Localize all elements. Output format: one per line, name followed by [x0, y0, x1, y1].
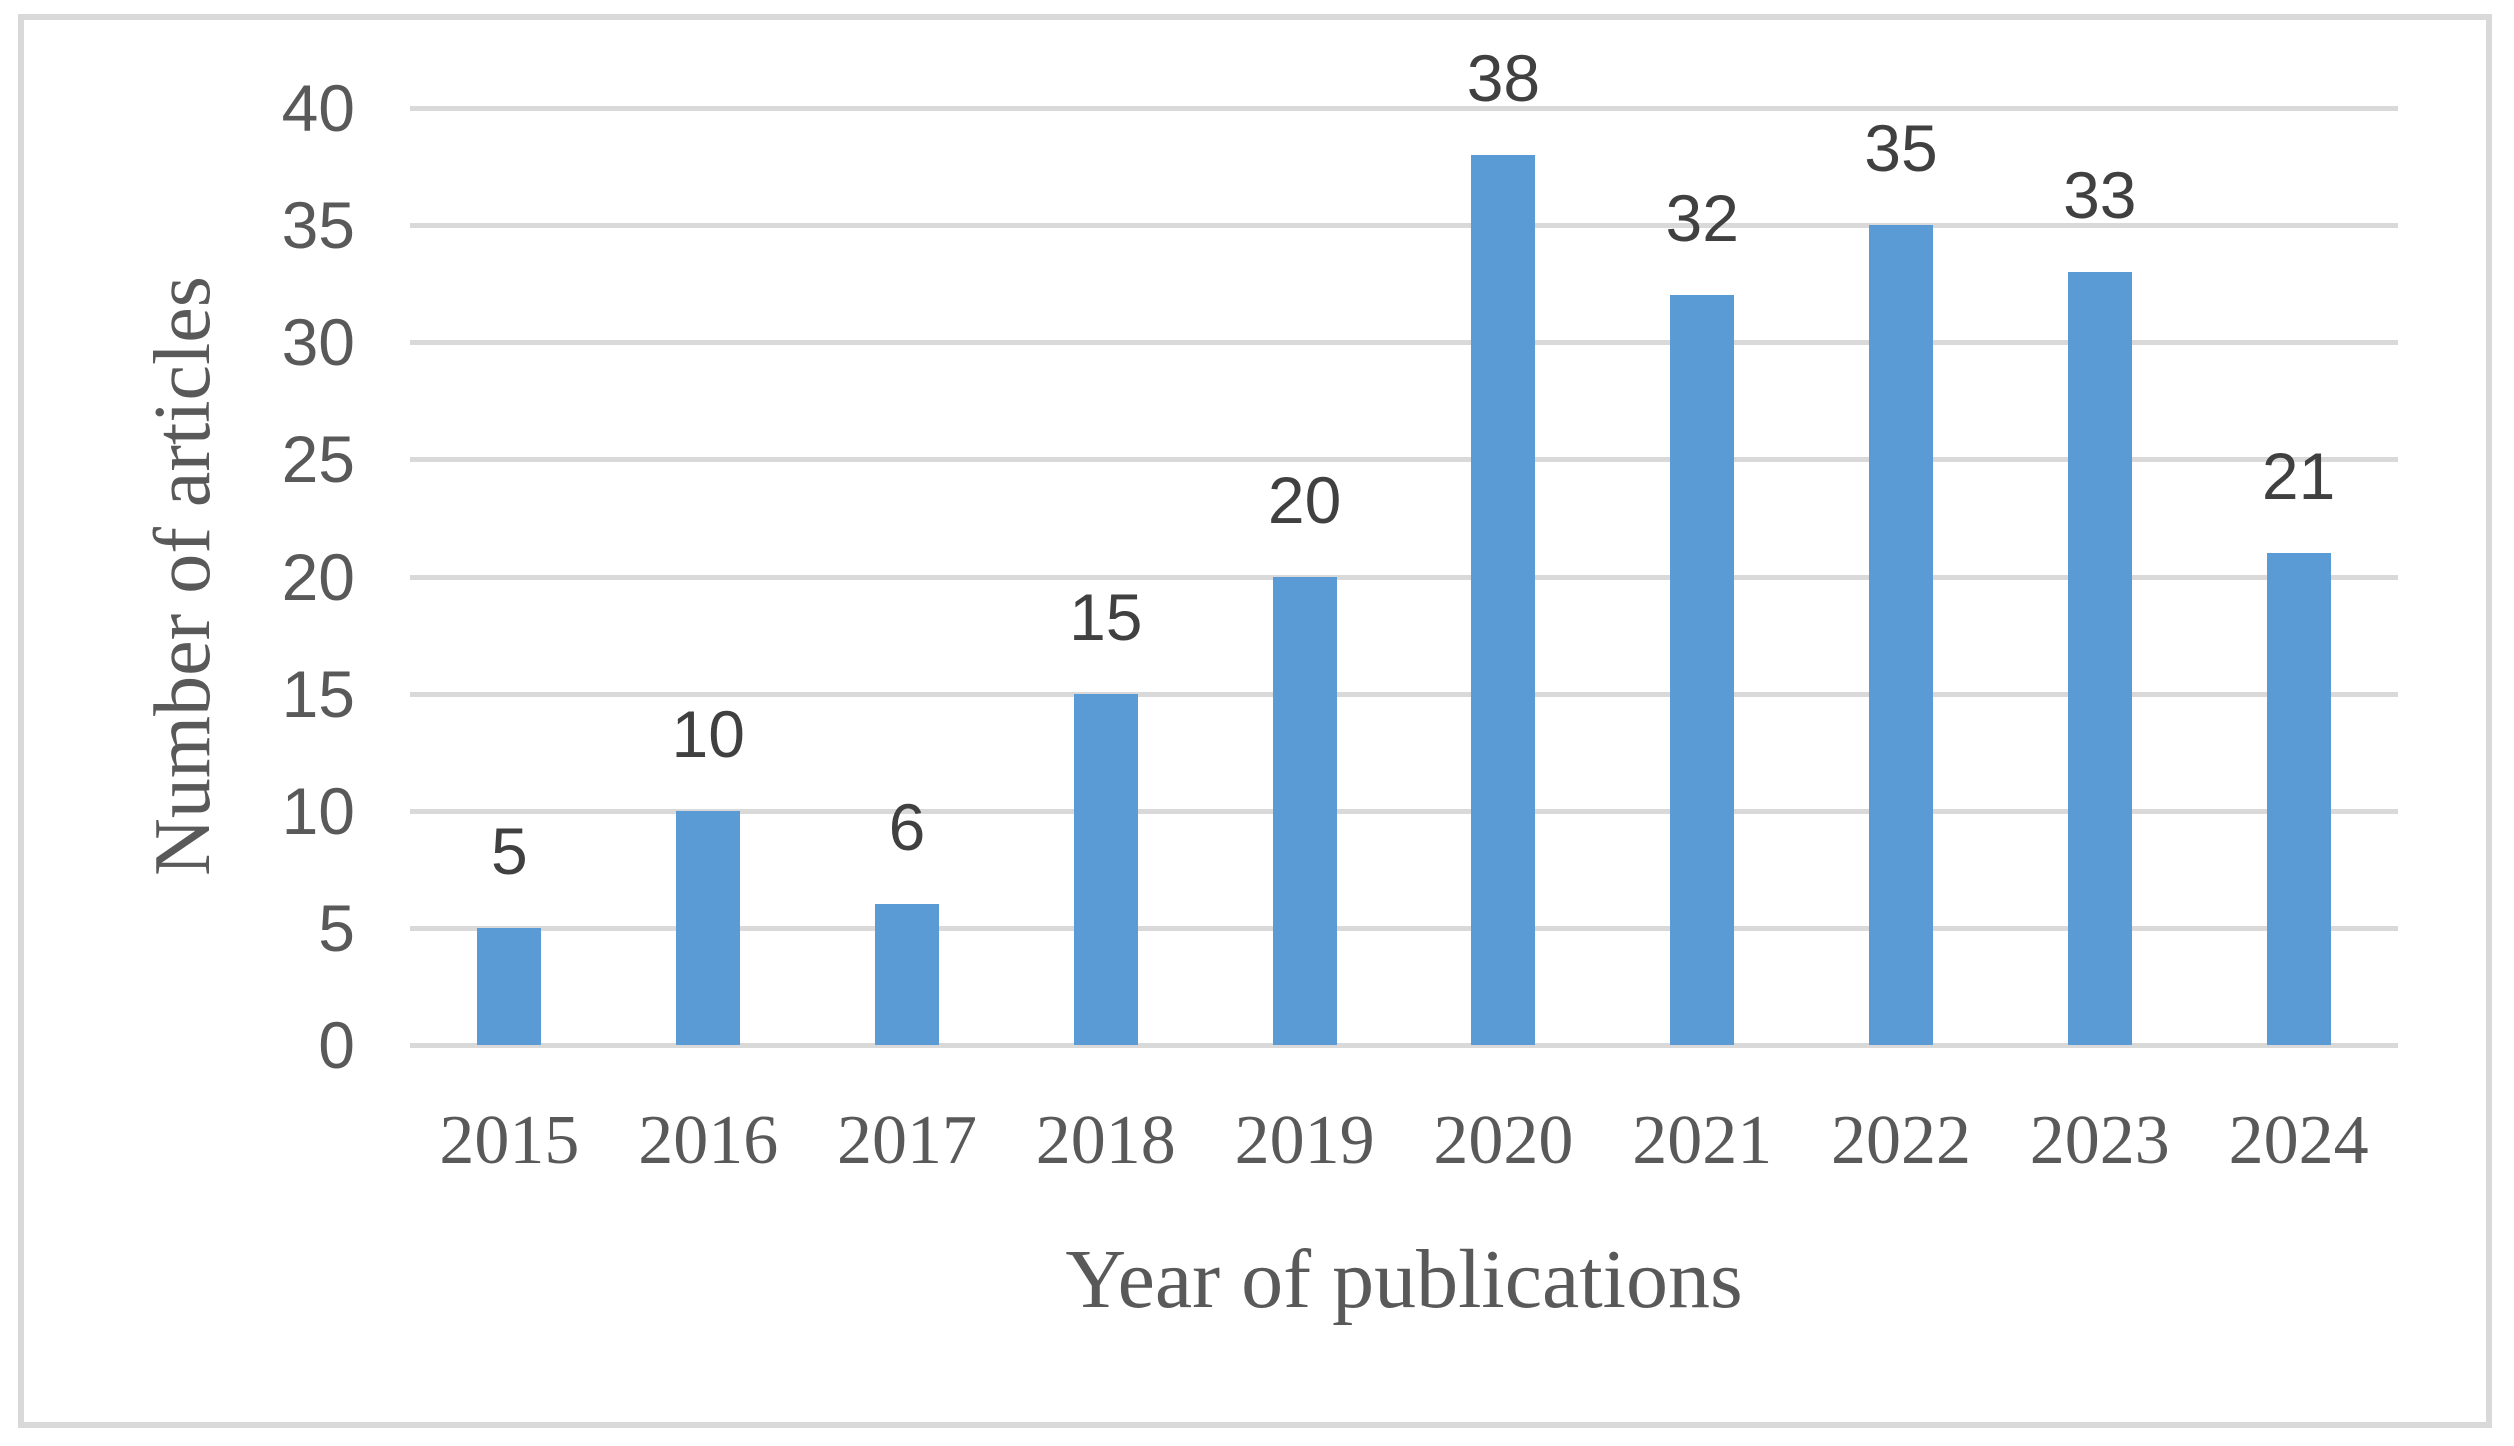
bar-2022	[1869, 225, 1933, 1045]
bar-value-label-2022: 35	[1864, 111, 1938, 186]
bar-value-label-2017: 6	[888, 790, 926, 865]
x-category-label-2022: 2022	[1830, 1102, 1971, 1179]
gridline-y20	[410, 574, 2398, 580]
bar-2019	[1272, 576, 1337, 1045]
y-tick-label-40: 40	[281, 71, 355, 145]
y-tick-label-10: 10	[281, 773, 355, 848]
bar-value-label-2023: 33	[2063, 157, 2137, 232]
bar-2017	[875, 904, 939, 1045]
bar-2018	[1073, 693, 1138, 1045]
bar-2023	[2067, 271, 2132, 1045]
gridline-y30	[410, 340, 2398, 346]
x-axis-title: Year of publications	[1065, 1233, 1743, 1326]
gridline-y15	[410, 691, 2398, 697]
bar-value-label-2024: 21	[2261, 439, 2336, 514]
bar-2015	[477, 927, 542, 1045]
x-category-label-2016: 2016	[638, 1102, 779, 1179]
x-category-label-2021: 2021	[1632, 1102, 1773, 1179]
x-category-label-2023: 2023	[2029, 1102, 2170, 1179]
y-tick-label-5: 5	[318, 890, 355, 965]
y-tick-label-35: 35	[281, 188, 355, 263]
x-category-label-2015: 2015	[439, 1102, 580, 1179]
x-category-label-2019: 2019	[1234, 1102, 1375, 1179]
y-tick-label-15: 15	[281, 656, 355, 731]
gridline-y40	[410, 106, 2398, 111]
plot-area: 5 10 6 15 20 38 32 35 33 21	[410, 45, 2398, 1048]
gridline-y0	[410, 1043, 2398, 1048]
bar-value-label-2021: 32	[1665, 181, 1739, 256]
y-axis-title: Number of articles	[139, 276, 227, 876]
gridline-y25	[410, 457, 2398, 463]
bar-2016	[676, 810, 741, 1045]
x-category-label-2017: 2017	[836, 1102, 977, 1179]
bar-value-label-2016: 10	[671, 696, 745, 771]
y-tick-label-30: 30	[281, 305, 355, 380]
y-tick-label-25: 25	[281, 422, 355, 497]
bar-2020	[1471, 154, 1536, 1045]
gridline-y10	[410, 808, 2398, 814]
x-category-label-2020: 2020	[1433, 1102, 1574, 1179]
bar-value-label-2015: 5	[491, 813, 528, 888]
bar-2024	[2266, 553, 2331, 1045]
bar-2021	[1670, 295, 1735, 1045]
x-category-label-2018: 2018	[1035, 1102, 1176, 1179]
bar-value-label-2020: 38	[1466, 40, 1541, 115]
gridline-y35	[410, 223, 2398, 229]
y-tick-label-20: 20	[281, 539, 355, 614]
bar-value-label-2019: 20	[1267, 462, 1342, 537]
x-category-label-2024: 2024	[2228, 1102, 2369, 1179]
y-tick-label-0: 0	[318, 1008, 355, 1082]
gridline-y5	[410, 925, 2398, 931]
bar-value-label-2018: 15	[1069, 579, 1143, 654]
